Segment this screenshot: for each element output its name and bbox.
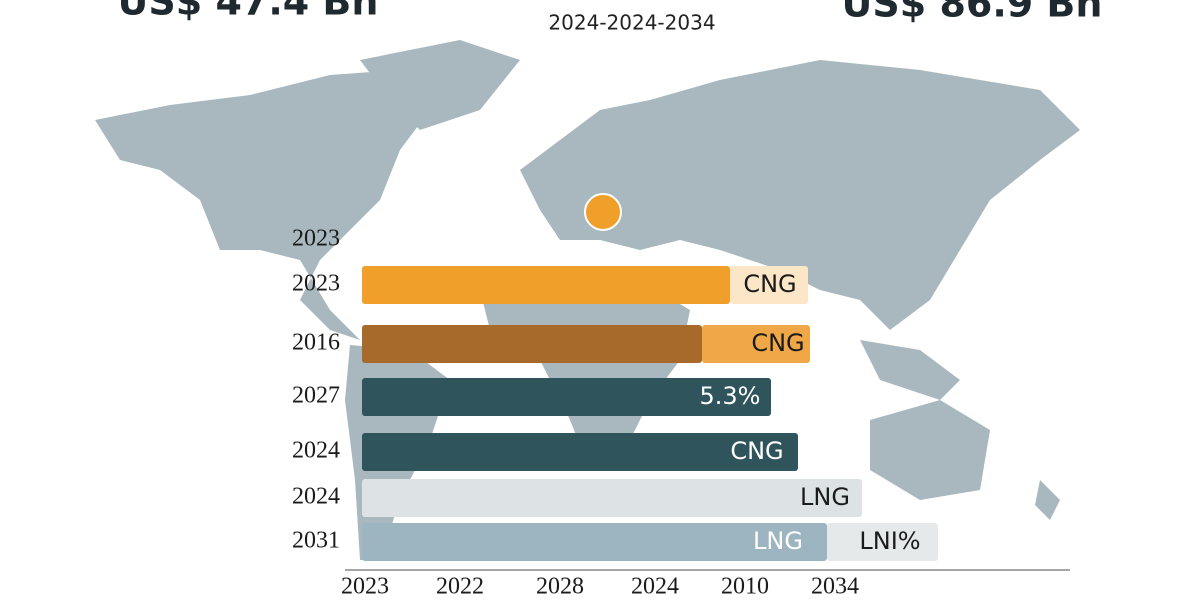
row-label: 2031	[292, 528, 340, 554]
bar-label: LNG	[753, 527, 803, 555]
row-label: 2024	[292, 438, 340, 464]
bar-label: CNG	[751, 329, 804, 357]
row-label: 2016	[292, 330, 340, 356]
axis-label: 2022	[436, 574, 484, 600]
left-value: US$ 47.4 Bn	[118, 0, 379, 24]
bar-segment	[827, 523, 938, 561]
bar-label: CNG	[730, 437, 783, 465]
bar-label: 5.3%	[700, 382, 761, 410]
bar-segment	[702, 325, 810, 363]
period: 2024-2024-2034	[548, 11, 715, 35]
row-label: 2023	[292, 271, 340, 297]
right-value: US$ 86.9 Bn	[842, 0, 1103, 26]
bar-segment	[362, 433, 798, 471]
axis-label: 2028	[536, 574, 584, 600]
bar-segment	[362, 325, 702, 363]
bar-segment	[362, 479, 862, 517]
bar-label: LNG	[800, 483, 850, 511]
location-marker	[584, 193, 622, 231]
axis-label: 2010	[721, 574, 769, 600]
world-map	[95, 40, 1080, 560]
axis-label: 2023	[341, 574, 389, 600]
axis-label: 2024	[631, 574, 679, 600]
bar-segment	[362, 523, 827, 561]
bar-segment	[730, 266, 808, 304]
bar-end-label: LNI%	[859, 527, 920, 555]
bar-label: CNG	[743, 270, 796, 298]
bar-segment	[362, 266, 730, 304]
axis-label: 2034	[811, 574, 859, 600]
row-label: 2027	[292, 383, 340, 409]
bar-segment	[362, 378, 771, 416]
row-label: 2023	[292, 226, 340, 252]
row-label: 2024	[292, 484, 340, 510]
